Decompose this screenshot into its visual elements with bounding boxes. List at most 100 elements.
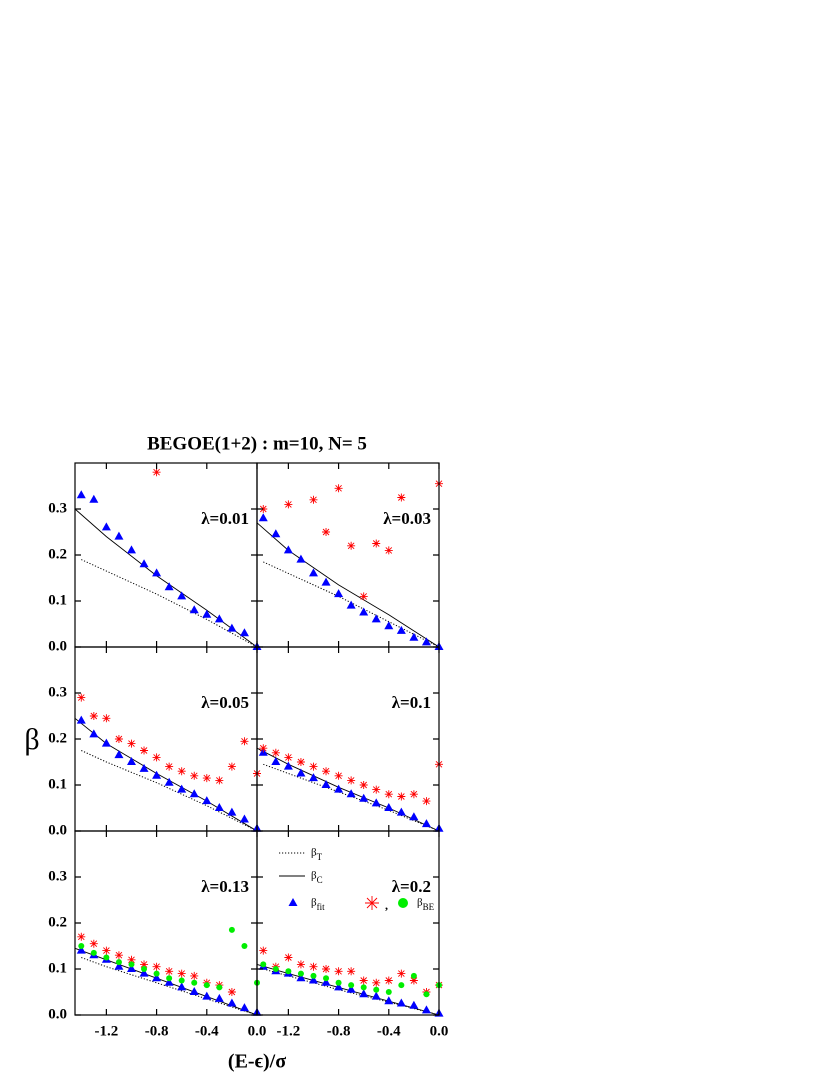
point (227, 807, 237, 816)
point (359, 793, 369, 802)
panel-frame (256, 462, 440, 648)
x-tick-label: -1.2 (277, 1023, 301, 1039)
y-tick-label: 0.1 (48, 776, 67, 792)
x-tick-label: 0.0 (430, 1023, 449, 1039)
point (421, 637, 431, 646)
point (384, 790, 393, 799)
point (284, 753, 293, 762)
point (322, 965, 331, 973)
point (372, 978, 381, 987)
point (166, 975, 173, 982)
point (409, 632, 419, 641)
point (359, 781, 368, 789)
point (359, 976, 368, 985)
point (421, 1005, 431, 1014)
panel-frame (74, 646, 258, 832)
point (152, 753, 161, 762)
point (396, 998, 406, 1007)
point (321, 780, 331, 788)
point (191, 979, 198, 986)
x-tick-label: -1.2 (95, 1023, 119, 1039)
point (127, 955, 136, 964)
point (409, 812, 419, 821)
point (239, 1003, 249, 1012)
point (322, 767, 331, 776)
point (214, 614, 224, 623)
point (308, 568, 318, 577)
point (164, 777, 174, 786)
point (214, 803, 224, 811)
point (202, 991, 212, 1000)
panel-annotation: λ=0.05 (201, 693, 249, 712)
x-tick-label: -0.8 (145, 1023, 169, 1039)
point (323, 975, 330, 982)
point (165, 762, 174, 771)
point (152, 568, 162, 577)
beta-t-line (263, 561, 440, 648)
point (334, 982, 344, 991)
point (296, 973, 306, 982)
y-tick-label: 0.2 (48, 730, 67, 746)
panel-frame (256, 646, 440, 832)
legend-marker (365, 896, 379, 910)
point (384, 996, 394, 1005)
y-tick-label: 0.2 (48, 914, 67, 930)
point (321, 977, 331, 986)
point (114, 750, 124, 759)
point (189, 789, 199, 798)
point (114, 961, 124, 970)
point (77, 693, 86, 702)
point (347, 967, 356, 976)
point (153, 970, 160, 977)
x-tick-label: 0.0 (248, 1023, 267, 1039)
point (371, 614, 381, 623)
point (89, 729, 99, 738)
point (285, 968, 292, 975)
y-tick-label: 0.0 (48, 822, 67, 838)
point (89, 712, 98, 720)
beta-t-line (263, 763, 440, 832)
beta-c-line (256, 522, 440, 648)
point (397, 969, 406, 978)
point (372, 785, 381, 794)
point (360, 984, 367, 991)
point (346, 600, 356, 609)
point (296, 758, 305, 766)
point (384, 621, 394, 630)
point (203, 982, 210, 989)
point (114, 531, 124, 540)
point (140, 960, 149, 969)
x-tick-label: -0.8 (327, 1023, 351, 1039)
point (371, 991, 381, 1000)
point (228, 926, 235, 933)
point (334, 784, 344, 793)
point (115, 959, 122, 966)
point (227, 762, 236, 771)
point (421, 819, 431, 828)
x-tick-label: -0.4 (195, 1023, 219, 1039)
point (152, 973, 162, 982)
point (239, 628, 249, 637)
point (89, 494, 99, 503)
panel: λ=0.01 0.0 0.1 0.2 0.3 (48, 462, 262, 654)
y-tick-label: 0.0 (48, 638, 67, 654)
point (284, 953, 293, 962)
point (90, 949, 97, 956)
point (258, 513, 268, 522)
point (102, 946, 111, 955)
point (164, 977, 174, 986)
point (373, 986, 380, 993)
point (177, 767, 186, 776)
y-tick-label: 0.3 (48, 868, 67, 884)
point (190, 971, 199, 980)
point (141, 966, 148, 972)
panel-frame (74, 830, 258, 1016)
point (409, 976, 418, 985)
x-tick-label: -0.4 (377, 1023, 401, 1039)
point (259, 744, 268, 753)
point (409, 790, 418, 799)
point (215, 776, 224, 785)
beta-t-line (81, 750, 258, 832)
point (347, 541, 356, 550)
panel: λ=0.13 -1.2 -0.8 -0.4 0.0 0.0 0.1 0.2 0.3 (48, 830, 267, 1039)
